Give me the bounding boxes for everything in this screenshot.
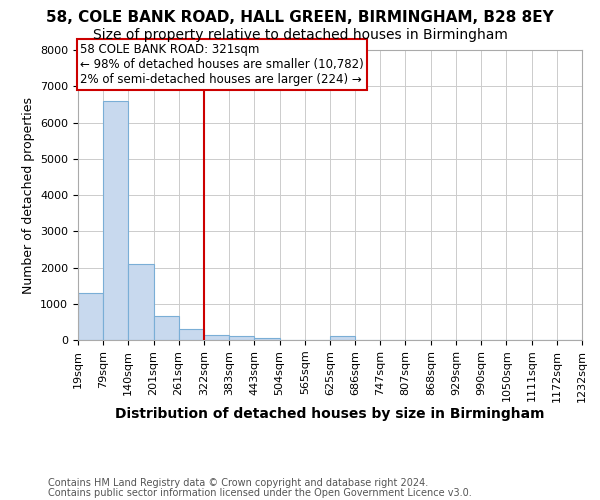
Text: Contains HM Land Registry data © Crown copyright and database right 2024.: Contains HM Land Registry data © Crown c… [48,478,428,488]
Text: Contains public sector information licensed under the Open Government Licence v3: Contains public sector information licen… [48,488,472,498]
Text: 58, COLE BANK ROAD, HALL GREEN, BIRMINGHAM, B28 8EY: 58, COLE BANK ROAD, HALL GREEN, BIRMINGH… [46,10,554,25]
Bar [330,336,355,340]
Bar [103,101,128,340]
Y-axis label: Number of detached properties: Number of detached properties [22,96,35,294]
Bar [128,264,154,340]
X-axis label: Distribution of detached houses by size in Birmingham: Distribution of detached houses by size … [115,408,545,422]
Bar [179,329,204,340]
Text: Size of property relative to detached houses in Birmingham: Size of property relative to detached ho… [92,28,508,42]
Bar [254,338,280,340]
Bar [154,316,179,340]
Text: 58 COLE BANK ROAD: 321sqm
← 98% of detached houses are smaller (10,782)
2% of se: 58 COLE BANK ROAD: 321sqm ← 98% of detac… [80,43,364,86]
Bar [204,334,229,340]
Bar [78,293,103,340]
Bar [229,336,254,340]
